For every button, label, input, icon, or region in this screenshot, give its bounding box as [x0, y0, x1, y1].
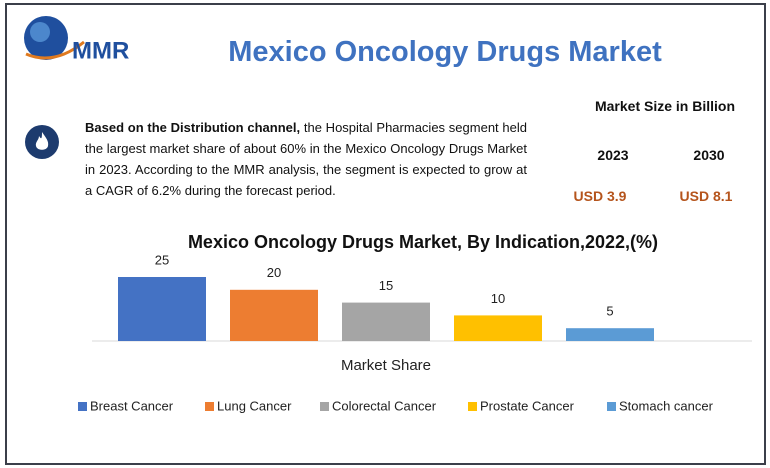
- market-value: USD 3.9: [573, 188, 627, 204]
- bar: [454, 315, 542, 341]
- data-label: 10: [491, 291, 505, 306]
- year: 2030: [693, 147, 725, 163]
- legend-label: Breast Cancer: [90, 398, 174, 413]
- data-label: 20: [267, 265, 281, 280]
- description-bold: Based on the Distribution channel,: [85, 120, 301, 135]
- description: Based on the Distribution channel, the H…: [85, 117, 527, 201]
- logo-text: MMR: [72, 37, 129, 64]
- description-text: the Hospital Pharmacies segment held the…: [85, 120, 527, 198]
- data-label: 15: [379, 278, 393, 293]
- data-label: 25: [155, 252, 169, 267]
- icon-flame: [35, 132, 49, 150]
- legend-label: Prostate Cancer: [480, 398, 575, 413]
- legend-swatch: [205, 402, 214, 411]
- bar: [118, 277, 206, 341]
- bar: [566, 328, 654, 341]
- page-title: Mexico Oncology Drugs Market: [228, 36, 662, 68]
- legend-swatch: [78, 402, 87, 411]
- chart: Mexico Oncology Drugs Market, By Indicat…: [78, 232, 752, 413]
- bar: [230, 289, 318, 341]
- legend-label: Lung Cancer: [217, 398, 292, 413]
- legend-swatch: [607, 402, 616, 411]
- market-value: USD 8.1: [679, 188, 733, 204]
- flame-icon: [25, 125, 59, 159]
- frame: [5, 3, 766, 465]
- legend-label: Stomach cancer: [619, 398, 714, 413]
- logo-highlight: [30, 22, 50, 42]
- legend-label: Colorectal Cancer: [332, 398, 437, 413]
- bar: [342, 302, 430, 341]
- chart-title: Mexico Oncology Drugs Market, By Indicat…: [188, 232, 658, 252]
- market-size-title: Market Size in Billion: [594, 98, 736, 114]
- logo-swoosh: [25, 40, 85, 60]
- logo: MMR: [24, 16, 129, 64]
- x-axis-label: Market Share: [341, 357, 431, 374]
- legend-swatch: [320, 402, 329, 411]
- legend-swatch: [468, 402, 477, 411]
- year: 2023: [597, 147, 629, 163]
- data-label: 5: [606, 304, 613, 319]
